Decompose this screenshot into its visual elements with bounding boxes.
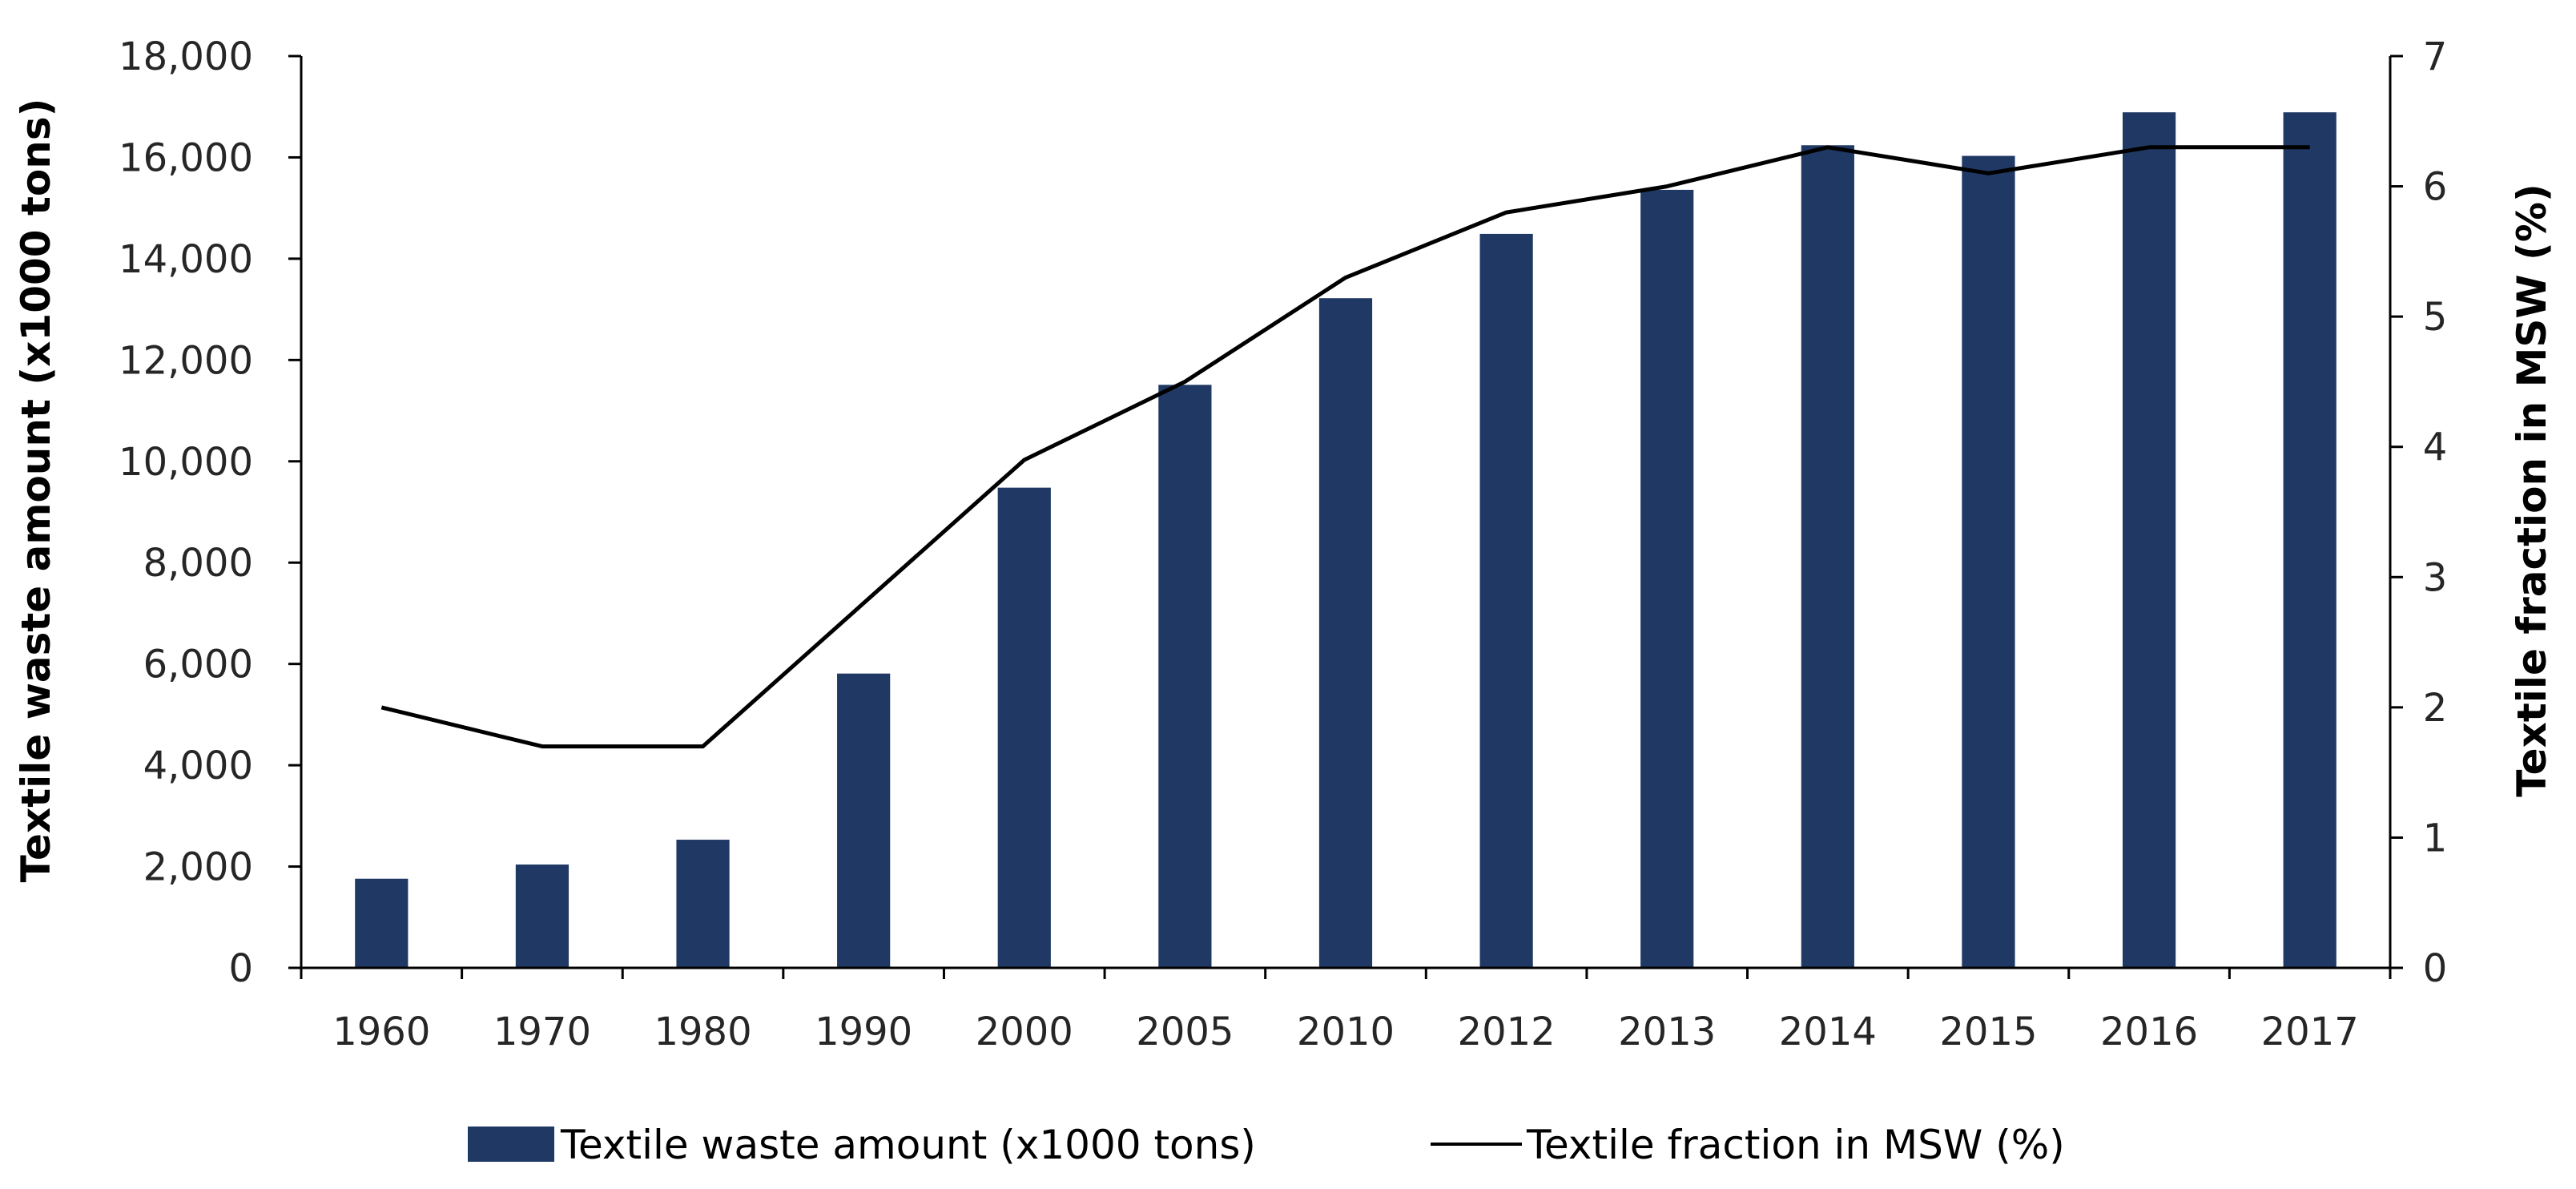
- x-tick-label: 2015: [1939, 1010, 2037, 1054]
- bar: [1318, 298, 1373, 968]
- left-tick-label: 2,000: [143, 845, 253, 890]
- bar: [2283, 112, 2337, 969]
- bar: [1801, 145, 1854, 968]
- x-axis-ticks: 1960 1970 1980 1990 2000 2005 2010 2012 2013 2014…: [332, 1010, 2359, 1054]
- right-tick-label: 7: [2423, 34, 2448, 79]
- left-tick-label: 6,000: [143, 643, 253, 687]
- right-tick-label: 3: [2423, 555, 2448, 600]
- left-tick-label: 0: [228, 946, 253, 991]
- left-tick-label: 16,000: [119, 135, 253, 180]
- axes: [288, 54, 2403, 979]
- bar: [1158, 385, 1212, 968]
- x-tick-label: 1960: [332, 1010, 430, 1054]
- left-tick-label: 8,000: [143, 541, 253, 586]
- left-axis-title: Textile waste amount (x1000 tons): [13, 99, 59, 883]
- right-axis-ticks: 0 1 2 3 4 5 6 7: [2423, 34, 2448, 991]
- line-series: [380, 145, 2310, 749]
- bar: [1640, 189, 1694, 968]
- right-axis-title: Textile fraction in MSW (%): [2509, 183, 2555, 797]
- bar: [837, 673, 891, 968]
- x-tick-label: 1980: [654, 1010, 751, 1054]
- left-axis-ticks: 0 2,000 4,000 6,000 8,000 10,000 12,000 14,000 1…: [119, 34, 253, 991]
- x-tick-label: 2012: [1458, 1010, 1556, 1054]
- x-tick-label: 1990: [815, 1010, 912, 1054]
- x-tick-label: 2017: [2261, 1010, 2359, 1054]
- right-tick-label: 6: [2423, 165, 2448, 210]
- right-tick-label: 0: [2423, 946, 2448, 991]
- x-tick-label: 2014: [1779, 1010, 1877, 1054]
- bar: [2122, 112, 2176, 969]
- left-tick-label: 10,000: [119, 440, 253, 485]
- x-tick-label: 2016: [2100, 1010, 2198, 1054]
- left-tick-label: 4,000: [143, 744, 253, 788]
- bar-series: [355, 112, 2337, 969]
- x-tick-label: 2010: [1297, 1010, 1395, 1054]
- x-tick-label: 2005: [1136, 1010, 1234, 1054]
- left-tick-label: 18,000: [119, 34, 253, 79]
- bar: [515, 865, 570, 968]
- x-tick-label: 1970: [493, 1010, 591, 1054]
- legend: Textile waste amount (x1000 tons) Textil…: [468, 1122, 2065, 1168]
- bar: [1962, 155, 2015, 968]
- left-tick-label: 12,000: [119, 338, 253, 383]
- right-tick-label: 4: [2423, 425, 2448, 470]
- x-tick-label: 2013: [1618, 1010, 1716, 1054]
- bar: [1479, 233, 1533, 968]
- bar: [355, 878, 409, 968]
- legend-bar-label: Textile waste amount (x1000 tons): [560, 1122, 1256, 1168]
- left-tick-label: 14,000: [119, 237, 253, 282]
- x-tick-label: 2000: [976, 1010, 1073, 1054]
- bar: [997, 487, 1051, 968]
- bar: [676, 840, 730, 968]
- right-tick-label: 2: [2423, 686, 2448, 731]
- right-tick-label: 5: [2423, 295, 2448, 340]
- right-tick-label: 1: [2423, 816, 2448, 861]
- legend-bar-swatch: [468, 1127, 554, 1162]
- legend-line-label: Textile fraction in MSW (%): [1526, 1122, 2065, 1168]
